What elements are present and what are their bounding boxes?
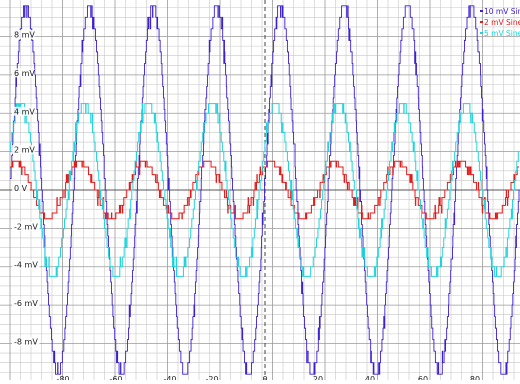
x-tick-label: 20	[313, 375, 323, 380]
y-tick-label: -4 mV	[14, 261, 38, 270]
series-line-5-mv-sine	[9, 103, 519, 277]
y-tick-label: -2 mV	[14, 222, 38, 231]
y-tick-label: 2 mV	[14, 146, 35, 155]
x-tick-label: -40	[163, 375, 176, 380]
x-tick-label: 40	[365, 375, 375, 380]
legend-entry-label: 10 mV Sine	[484, 7, 520, 16]
series-layer	[9, 5, 520, 375]
legend-entry-label: 5 mV Sine	[484, 29, 520, 38]
x-tick-label: -80	[56, 375, 69, 380]
y-tick-label: 4 mV	[14, 107, 35, 116]
y-tick-label-bg	[12, 260, 40, 270]
legend: 10 mV Sine 2 mV Sine 5 mV Sine	[480, 7, 520, 38]
y-tick-label: 6 mV	[14, 69, 35, 78]
y-tick-label: -8 mV	[14, 337, 38, 346]
x-tick-label: 0	[262, 375, 267, 380]
y-tick-label-bg	[12, 145, 35, 155]
y-tick-label-bg	[12, 221, 40, 231]
y-tick-label-bg	[12, 68, 35, 78]
series-line-2-mv-sine	[10, 160, 519, 220]
y-tick-label: 8 mV	[14, 31, 35, 40]
y-tick-label-bg	[12, 106, 35, 116]
y-tick-label-bg	[12, 298, 40, 308]
x-tick-label: -60	[109, 375, 122, 380]
y-tick-label-bg	[12, 336, 40, 346]
x-tick-label: -20	[205, 375, 218, 380]
y-tick-label-bg	[12, 30, 35, 40]
x-tick-label: 80	[470, 375, 480, 380]
x-tick-label: 60	[418, 375, 428, 380]
legend-entry-label: 2 mV Sine	[484, 18, 520, 27]
series-line-10-mv-sine	[10, 5, 520, 375]
y-tick-label: 0 V	[14, 184, 28, 193]
y-tick-label: -6 mV	[14, 299, 38, 308]
y-tick-label-bg	[12, 183, 30, 193]
